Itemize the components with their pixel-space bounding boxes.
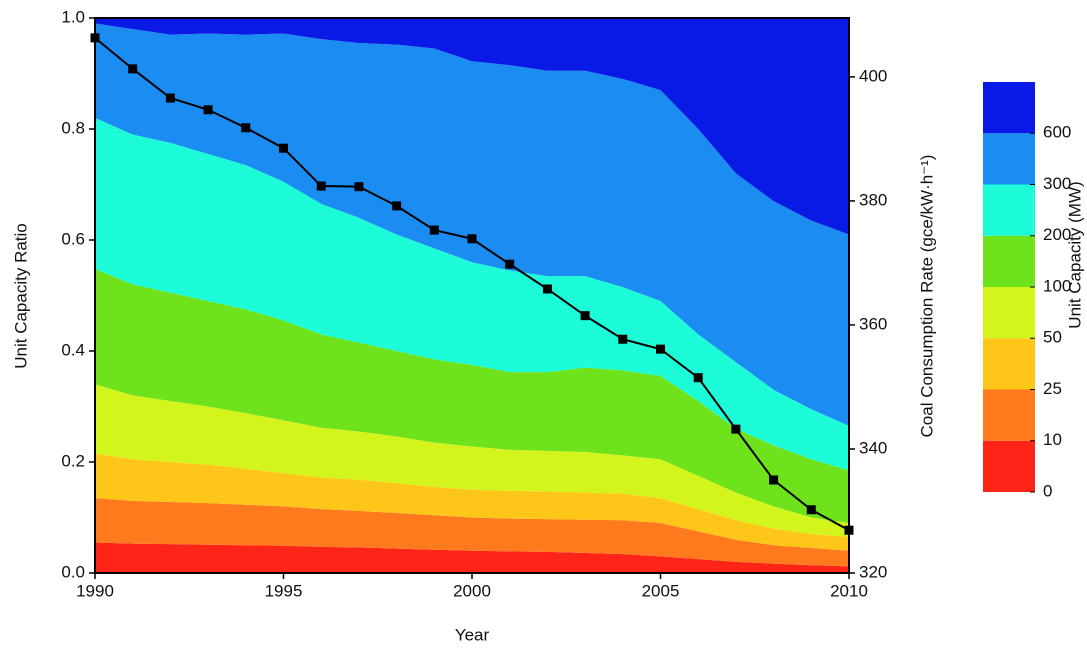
line-marker bbox=[241, 123, 251, 133]
y-tick-label: 0.4 bbox=[61, 340, 85, 359]
legend-swatch bbox=[983, 287, 1035, 339]
line-marker bbox=[165, 93, 175, 103]
line-marker bbox=[279, 143, 288, 153]
legend-label: 100 bbox=[1043, 276, 1071, 295]
y2-tick-label: 340 bbox=[859, 438, 887, 457]
y2-tick-label: 360 bbox=[859, 314, 887, 333]
y-tick-label: 1.0 bbox=[61, 7, 85, 26]
legend-label: 25 bbox=[1043, 379, 1062, 398]
area-band bbox=[95, 453, 849, 551]
x-tick-label: 2000 bbox=[453, 581, 491, 600]
line-marker bbox=[429, 225, 439, 235]
line-marker bbox=[203, 105, 213, 115]
x-tick-label: 2005 bbox=[642, 581, 680, 600]
x-axis-label: Year bbox=[455, 625, 490, 644]
legend-swatch bbox=[983, 440, 1035, 492]
y-tick-label: 0.0 bbox=[61, 562, 85, 581]
y-tick-label: 0.8 bbox=[61, 118, 85, 137]
legend-swatch bbox=[983, 389, 1035, 441]
legend-label: 200 bbox=[1043, 225, 1071, 244]
line-marker bbox=[354, 182, 364, 192]
x-tick-label: 1995 bbox=[265, 581, 303, 600]
line-marker bbox=[467, 234, 477, 244]
line-marker bbox=[693, 373, 703, 383]
area-band bbox=[95, 117, 849, 471]
legend-label: 600 bbox=[1043, 123, 1071, 142]
legend-swatch bbox=[983, 82, 1035, 134]
area-band bbox=[95, 23, 849, 426]
line-marker bbox=[731, 424, 741, 434]
legend-swatch bbox=[983, 338, 1035, 390]
y2-tick-label: 320 bbox=[859, 562, 887, 581]
legend-title: Unit Capacity (MW) bbox=[1065, 181, 1084, 328]
legend-label: 10 bbox=[1043, 430, 1062, 449]
line-marker bbox=[580, 311, 590, 321]
y2-tick-label: 400 bbox=[859, 66, 887, 85]
area-band bbox=[95, 384, 849, 537]
line-marker bbox=[392, 201, 402, 211]
y-axis-label: Unit Capacity Ratio bbox=[11, 223, 30, 369]
y2-axis-label: Coal Consumption Rate (gce/kW·h⁻¹) bbox=[917, 155, 936, 438]
legend-label: 0 bbox=[1043, 481, 1052, 500]
area-band bbox=[95, 18, 849, 235]
line-marker bbox=[656, 344, 665, 354]
y-tick-label: 0.6 bbox=[61, 229, 85, 248]
line-marker bbox=[128, 64, 138, 74]
y-tick-label: 0.2 bbox=[61, 451, 85, 470]
x-tick-label: 1990 bbox=[76, 581, 114, 600]
line-marker bbox=[806, 505, 816, 515]
area-band bbox=[95, 498, 849, 567]
line-marker bbox=[769, 475, 779, 485]
y2-tick-label: 380 bbox=[859, 190, 887, 209]
line-marker bbox=[542, 284, 552, 294]
line-marker bbox=[505, 259, 515, 269]
x-tick-label: 2010 bbox=[830, 581, 868, 600]
legend-label: 50 bbox=[1043, 328, 1062, 347]
area-band bbox=[95, 542, 849, 573]
line-marker bbox=[618, 334, 628, 344]
legend-swatch bbox=[983, 184, 1035, 236]
legend-swatch bbox=[983, 133, 1035, 185]
legend-swatch bbox=[983, 235, 1035, 287]
line-marker bbox=[316, 181, 326, 191]
legend-label: 300 bbox=[1043, 174, 1071, 193]
area-band bbox=[95, 268, 849, 524]
